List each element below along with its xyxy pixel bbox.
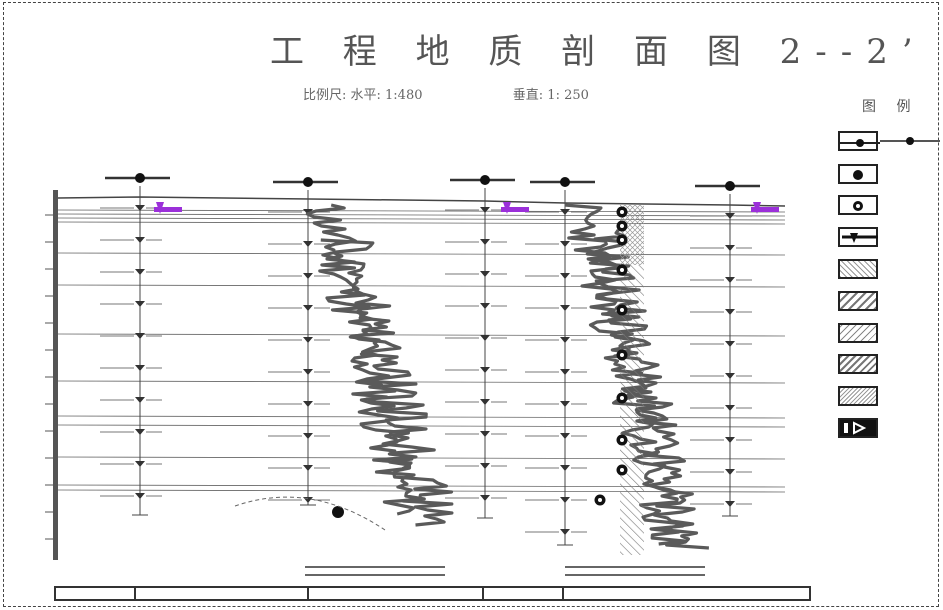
legend-title: 图 例 bbox=[862, 99, 919, 115]
drawing-title: 工 程 地 质 剖 面 图 2--2’ bbox=[270, 32, 927, 72]
sample-icon bbox=[616, 220, 628, 232]
cpt-scale-1 bbox=[305, 566, 445, 576]
elevation-axis bbox=[53, 190, 58, 560]
water-level-icon bbox=[838, 227, 878, 247]
sample-icon bbox=[616, 434, 628, 446]
ground-surface bbox=[57, 196, 786, 207]
legend-item-hatch-2 bbox=[838, 323, 938, 343]
legend-item-water bbox=[838, 227, 938, 247]
legend-item-arrow bbox=[838, 418, 938, 438]
legend-item-sample-2 bbox=[838, 195, 938, 215]
hatch-pattern-icon bbox=[838, 323, 878, 343]
sample-icon bbox=[838, 164, 878, 184]
legend-item-sample bbox=[838, 164, 938, 184]
legend-item-hatch-3 bbox=[838, 354, 938, 374]
sample-icon bbox=[616, 464, 628, 476]
cpt-curve bbox=[320, 238, 454, 527]
hatch-pattern-icon bbox=[838, 259, 878, 279]
borehole bbox=[100, 173, 170, 516]
elevation-ticks bbox=[45, 214, 58, 540]
sample-icon bbox=[616, 206, 628, 218]
water-level-icon bbox=[501, 202, 529, 214]
sample-icon bbox=[332, 506, 344, 518]
water-table-markers bbox=[154, 202, 779, 214]
boreholes bbox=[100, 173, 760, 546]
legend-item-hatch-1 bbox=[838, 291, 938, 311]
sample-icon bbox=[838, 195, 878, 215]
hatch-pattern-icon bbox=[838, 354, 878, 374]
lithology-column bbox=[620, 205, 644, 555]
cpt-scale-2 bbox=[565, 566, 705, 576]
cpt-curves bbox=[305, 203, 710, 550]
cpt-curve bbox=[305, 203, 426, 516]
water-level-icon bbox=[154, 202, 182, 214]
drawing-frame bbox=[3, 2, 939, 607]
sample-icon bbox=[616, 304, 628, 316]
borehole-icon bbox=[838, 131, 880, 151]
hatch-pattern-icon bbox=[838, 386, 878, 406]
scale-vertical: 垂直: 1: 250 bbox=[512, 88, 589, 103]
borehole bbox=[525, 177, 595, 546]
legend-item-borehole bbox=[838, 131, 940, 151]
water-level-icon bbox=[751, 202, 779, 214]
scale-horizontal: 比例尺: 水平: 1:480 bbox=[303, 88, 423, 103]
borehole bbox=[268, 177, 338, 506]
sample-icon bbox=[616, 264, 628, 276]
sample-icon bbox=[594, 494, 606, 506]
sample-markers bbox=[332, 206, 628, 518]
sample-icon bbox=[616, 349, 628, 361]
legend-item-crosshatch bbox=[838, 259, 938, 279]
slope-curve bbox=[234, 496, 386, 531]
scale-note: 比例尺: 水平: 1:480 垂直: 1: 250 bbox=[303, 84, 595, 103]
borehole bbox=[690, 181, 760, 517]
distance-bar bbox=[54, 586, 811, 601]
sample-icon bbox=[616, 234, 628, 246]
borehole bbox=[445, 175, 515, 519]
sample-icon bbox=[616, 392, 628, 404]
legend-item-hatch-4 bbox=[838, 386, 938, 406]
arrow-box-icon bbox=[838, 418, 878, 438]
hatch-pattern-icon bbox=[838, 291, 878, 311]
